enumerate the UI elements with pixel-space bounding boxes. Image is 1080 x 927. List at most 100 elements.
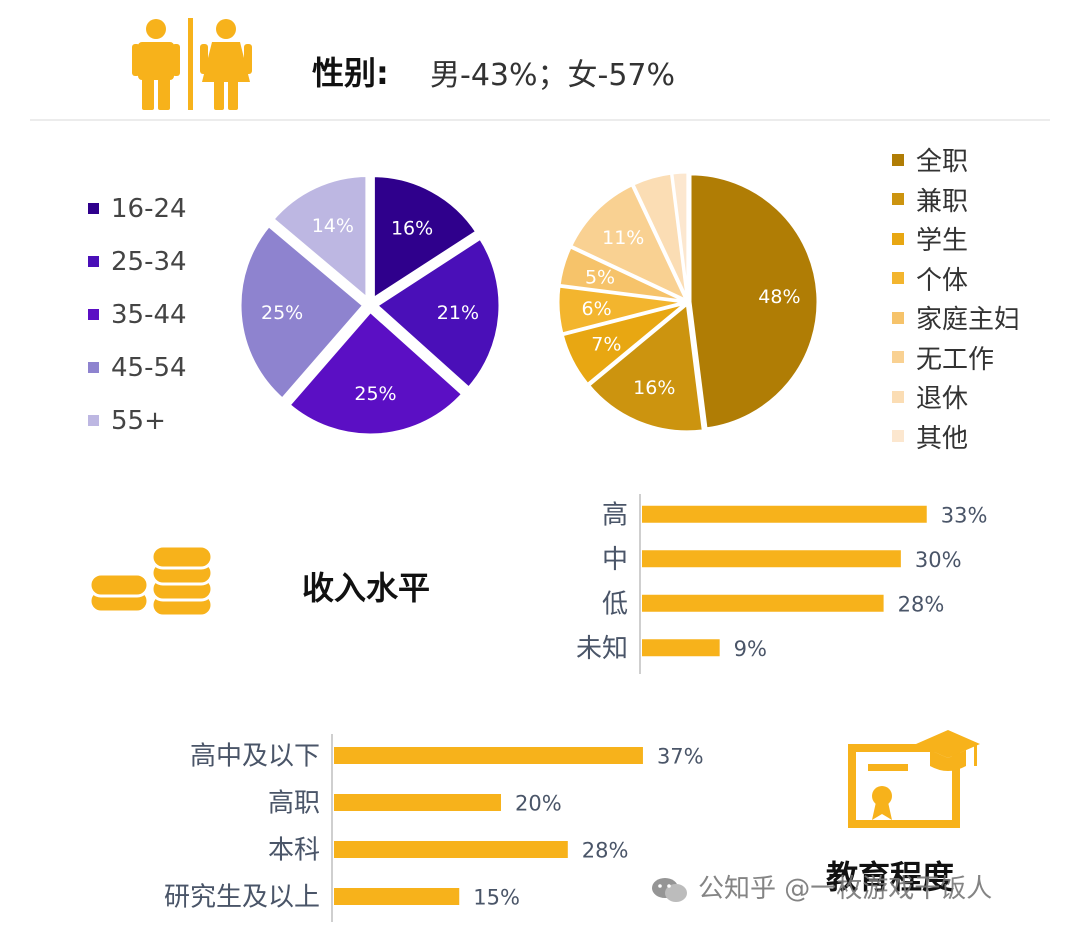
pie-slice-35-44 <box>284 306 468 439</box>
age-legend-item: 45-54 <box>88 341 187 394</box>
occupation-legend-swatch <box>892 193 904 206</box>
bar-value-label: 30% <box>915 548 962 572</box>
occupation-legend-label: 家庭主妇 <box>916 305 1021 336</box>
occupation-legend-swatch <box>892 272 904 285</box>
male-female-restroom-icon <box>132 18 252 110</box>
bar-category-label: 本科 <box>268 836 320 866</box>
bar-category-label: 高 <box>602 500 628 530</box>
age-legend-label: 16-24 <box>111 193 187 224</box>
pie-label-家庭主妇: 5% <box>585 266 615 288</box>
occupation-legend-label: 无工作 <box>916 344 995 375</box>
occupation-legend-item: 兼职 <box>892 180 1020 220</box>
bar-category-label: 低 <box>602 589 628 619</box>
occupation-legend-item: 退休 <box>892 377 1020 417</box>
bar-低 <box>642 594 884 612</box>
age-legend-swatch <box>88 309 99 320</box>
occupation-pie-chart: 48% 16% 7% 6% 5% 11% <box>556 170 820 434</box>
pie-label-45-54: 25% <box>261 302 303 324</box>
watermark: 公知乎 @一枚游戏干饭人 <box>650 868 992 905</box>
income-heading: 收入水平 <box>302 569 431 607</box>
pie-label-35-44: 25% <box>354 383 396 405</box>
age-legend-item: 16-24 <box>88 182 187 235</box>
bar-category-label: 中 <box>602 545 628 575</box>
pie-slice-兼职 <box>586 300 705 434</box>
age-legend-label: 25-34 <box>111 246 187 277</box>
section-divider <box>30 119 1050 121</box>
diploma-certificate-icon <box>848 730 980 828</box>
bar-category-label: 高职 <box>268 789 320 819</box>
age-legend-swatch <box>88 362 99 373</box>
pie-slice-其他 <box>670 170 690 301</box>
pie-label-无工作: 11% <box>602 227 644 249</box>
pie-slice-16-24 <box>369 172 482 306</box>
bar-value-label: 28% <box>582 839 629 863</box>
bar-value-label: 9% <box>734 637 767 661</box>
occupation-legend-label: 其他 <box>916 423 969 454</box>
occupation-legend-swatch <box>892 153 904 166</box>
watermark-text: 公知乎 @一枚游戏干饭人 <box>698 874 993 904</box>
pie-label-个体: 6% <box>582 298 612 320</box>
occupation-legend-label: 兼职 <box>916 186 969 217</box>
occupation-legend-label: 个体 <box>916 265 969 296</box>
age-legend-item: 25-34 <box>88 235 187 288</box>
occupation-legend-label: 学生 <box>916 226 969 257</box>
pie-slice-55+ <box>267 171 371 306</box>
education-heading: 教育程度 <box>826 858 955 896</box>
coin-stacks-icon <box>88 544 214 618</box>
bar-value-label: 33% <box>941 503 988 527</box>
bar-category-label: 未知 <box>576 634 628 664</box>
occupation-legend-swatch <box>892 351 904 364</box>
occupation-legend-swatch <box>892 232 904 245</box>
gender-heading: 性别: <box>312 54 389 92</box>
pie-slice-25-34 <box>370 233 504 394</box>
age-legend-swatch <box>88 415 99 426</box>
occupation-legend-swatch <box>892 311 904 324</box>
occupation-legend-swatch <box>892 390 904 403</box>
wechat-logo-icon <box>652 877 687 902</box>
occupation-legend-item: 个体 <box>892 259 1020 299</box>
age-legend-label: 35-44 <box>111 299 187 330</box>
gender-ratio-text: 男-43%；女-57% <box>430 58 676 93</box>
occupation-legend-item: 其他 <box>892 417 1020 457</box>
age-pie-chart: 16% 21% 25% 25% 14% <box>236 171 504 439</box>
occupation-legend-label: 全职 <box>916 147 969 178</box>
age-legend-label: 55+ <box>111 405 166 436</box>
income-bar-chart: 高 33% 中 30% 低 28% 未知 9% <box>576 494 988 674</box>
bar-高职 <box>334 794 501 811</box>
bar-category-label: 研究生及以上 <box>164 883 320 913</box>
pie-label-25-34: 21% <box>437 302 479 324</box>
age-legend: 16-24 25-34 35-44 45-54 55+ <box>88 182 187 447</box>
bar-本科 <box>334 841 568 858</box>
occupation-legend-item: 全职 <box>892 140 1020 180</box>
education-bar-chart: 高中及以下 37% 高职 20% 本科 28% 研究生及以上 15% <box>164 734 704 922</box>
occupation-legend-label: 退休 <box>916 384 969 415</box>
bar-高 <box>642 505 927 523</box>
pie-label-学生: 7% <box>591 334 621 356</box>
occupation-legend-item: 无工作 <box>892 338 1020 378</box>
pie-slice-无工作 <box>568 182 690 304</box>
occupation-legend: 全职兼职学生个体家庭主妇无工作退休其他 <box>892 140 1020 456</box>
age-legend-item: 55+ <box>88 394 187 447</box>
age-legend-swatch <box>88 256 99 267</box>
pie-label-16-24: 16% <box>391 218 433 240</box>
age-legend-item: 35-44 <box>88 288 187 341</box>
pie-label-兼职: 16% <box>633 377 675 399</box>
bar-value-label: 37% <box>657 745 704 769</box>
bar-category-label: 高中及以下 <box>190 742 320 772</box>
bar-value-label: 15% <box>473 886 520 910</box>
age-legend-label: 45-54 <box>111 352 187 383</box>
occupation-legend-item: 家庭主妇 <box>892 298 1020 338</box>
age-legend-swatch <box>88 203 99 214</box>
bar-value-label: 28% <box>898 592 945 616</box>
bar-高中及以下 <box>334 747 643 764</box>
bar-中 <box>642 550 901 568</box>
bar-value-label: 20% <box>515 792 562 816</box>
pie-label-55+: 14% <box>312 215 354 237</box>
bar-研究生及以上 <box>334 888 460 905</box>
pie-slice-全职 <box>688 172 820 431</box>
bar-未知 <box>642 639 720 657</box>
pie-slice-45-54 <box>236 220 369 405</box>
occupation-legend-swatch <box>892 430 904 443</box>
occupation-legend-item: 学生 <box>892 219 1020 259</box>
pie-label-全职: 48% <box>758 286 800 308</box>
